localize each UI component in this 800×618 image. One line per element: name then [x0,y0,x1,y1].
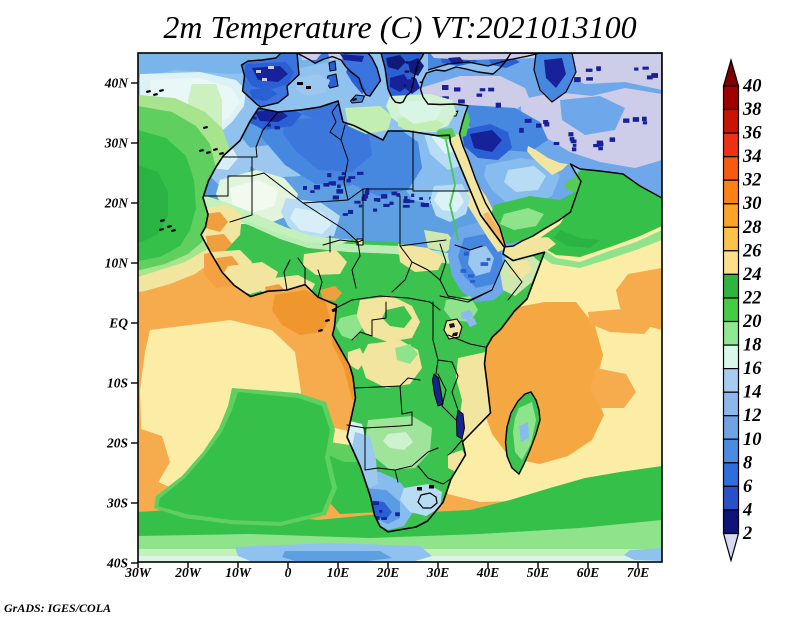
svg-text:30N: 30N [104,136,130,151]
svg-text:36: 36 [742,124,762,144]
svg-text:50E: 50E [527,565,550,580]
svg-text:40S: 40S [106,556,128,571]
svg-text:0: 0 [285,565,292,580]
svg-text:12: 12 [743,406,762,426]
svg-text:20S: 20S [106,436,128,451]
svg-text:6: 6 [743,477,753,497]
svg-text:20W: 20W [174,565,202,580]
svg-text:10N: 10N [105,256,130,271]
svg-text:10W: 10W [225,565,252,580]
svg-text:22: 22 [742,289,762,309]
svg-text:24: 24 [742,265,762,285]
svg-text:30E: 30E [426,565,450,580]
svg-text:2: 2 [742,524,752,544]
svg-text:2m Temperature (C) VT:20210: 2m Temperature (C) VT:2021013100 [163,9,636,45]
svg-text:GrADS: IGES/COLA: GrADS: IGES/COLA [4,601,111,615]
svg-text:28: 28 [742,218,762,238]
svg-text:18: 18 [743,336,762,356]
svg-text:30: 30 [742,194,762,214]
svg-text:8: 8 [743,453,752,473]
svg-text:40N: 40N [104,76,130,91]
svg-text:32: 32 [742,171,762,191]
svg-text:10E: 10E [327,565,350,580]
svg-text:40: 40 [742,77,762,97]
svg-text:10: 10 [743,430,762,450]
svg-text:20E: 20E [376,565,400,580]
svg-text:60E: 60E [577,565,600,580]
svg-text:40E: 40E [476,565,500,580]
svg-text:26: 26 [742,241,762,261]
svg-text:34: 34 [742,147,762,167]
svg-text:70E: 70E [627,565,650,580]
svg-text:10S: 10S [107,376,128,391]
svg-text:4: 4 [742,500,752,520]
svg-text:14: 14 [743,383,762,403]
svg-text:20N: 20N [104,196,130,211]
svg-text:38: 38 [742,100,762,120]
svg-text:16: 16 [743,359,762,379]
svg-text:30W: 30W [124,565,152,580]
svg-text:EQ: EQ [108,316,128,331]
svg-text:30S: 30S [106,496,128,511]
svg-text:20: 20 [742,312,762,332]
